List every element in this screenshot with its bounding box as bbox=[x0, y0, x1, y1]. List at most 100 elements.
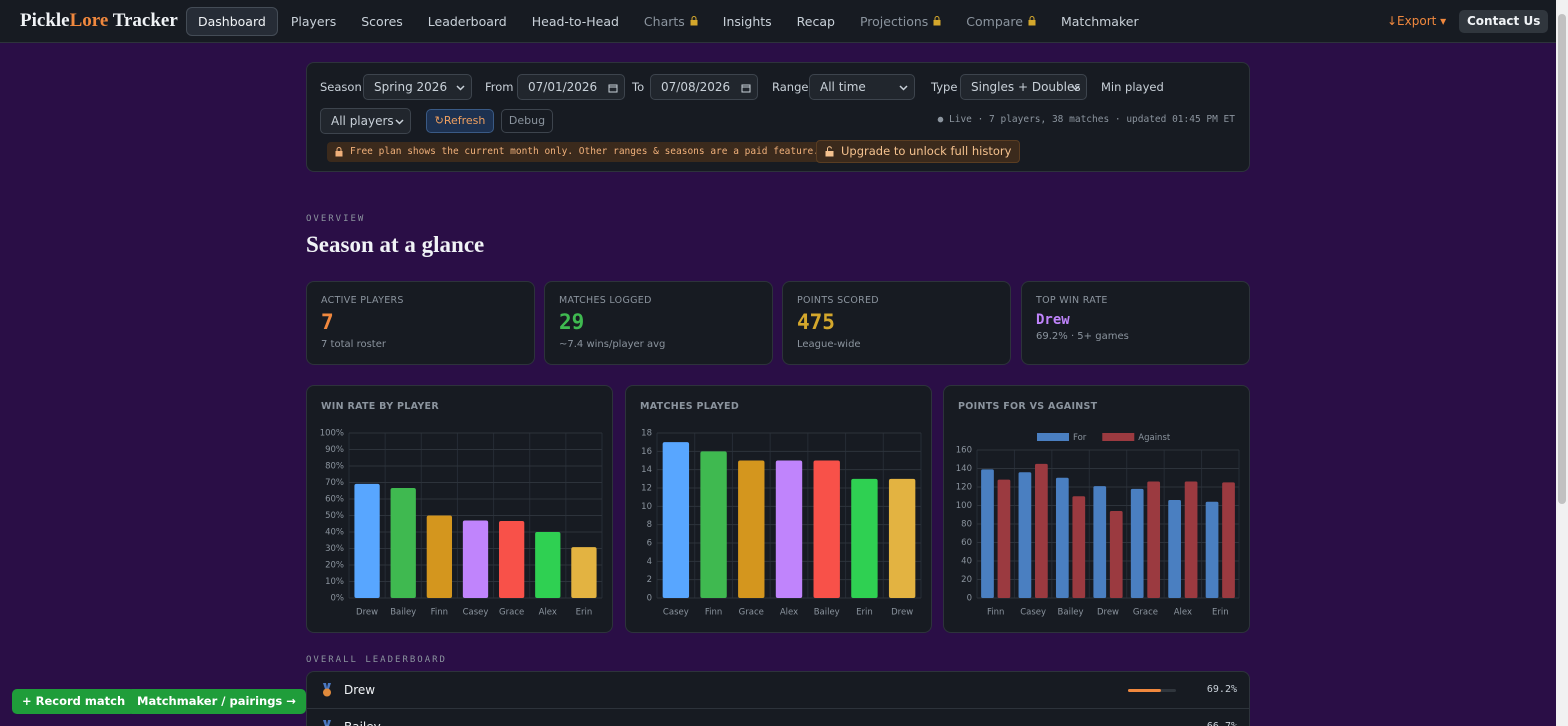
select-value: All time bbox=[820, 80, 866, 94]
nav-link[interactable]: Scores bbox=[349, 7, 415, 36]
nav-link[interactable]: Charts bbox=[632, 7, 710, 36]
chart-title: POINTS FOR VS AGAINST bbox=[958, 401, 1098, 412]
rate-label: 69.2% bbox=[1206, 684, 1237, 695]
calendar-icon bbox=[608, 84, 618, 93]
medal-icon bbox=[323, 683, 331, 697]
record-match-button[interactable]: + Record match bbox=[12, 689, 136, 714]
legend-swatch bbox=[1102, 433, 1135, 441]
bar bbox=[813, 460, 840, 598]
bar bbox=[1184, 481, 1198, 598]
unlock-icon bbox=[825, 146, 834, 157]
medal-ribbon bbox=[323, 720, 331, 726]
matchmaker-button[interactable]: Matchmaker / pairings → bbox=[127, 689, 306, 714]
stat-sub: 7 total roster bbox=[321, 339, 386, 350]
lock-shackle bbox=[934, 16, 940, 20]
debug-button[interactable]: Debug bbox=[501, 109, 553, 133]
section-eyebrow: OVERVIEW bbox=[306, 214, 366, 224]
chevron bbox=[456, 85, 465, 91]
stat-label: ACTIVE PLAYERS bbox=[321, 295, 404, 306]
chart: 0% 10% 20% 30% 40% 50% 60% 70% 80% 90% 100% Drew Bai… bbox=[320, 429, 603, 618]
calendar-icon bbox=[741, 84, 751, 93]
lock-icon bbox=[690, 16, 698, 26]
scrollbar bbox=[1556, 0, 1568, 726]
range-select[interactable]: All time bbox=[809, 74, 915, 100]
chart-title: WIN RATE BY PLAYER bbox=[321, 401, 439, 412]
to-date[interactable]: 07/08/2026 bbox=[650, 74, 758, 100]
from-date[interactable]: 07/01/2026 bbox=[517, 74, 625, 100]
bar bbox=[1035, 463, 1048, 598]
nav-link[interactable]: Dashboard bbox=[186, 6, 278, 36]
lock-body bbox=[690, 20, 698, 26]
select-value: Singles + Doubles bbox=[971, 80, 1081, 94]
y-tick-label: 10% bbox=[325, 577, 344, 587]
y-tick-label: 12 bbox=[641, 484, 652, 494]
nav-link[interactable]: Insights bbox=[711, 7, 784, 36]
select-value: Spring 2026 bbox=[374, 80, 448, 94]
y-tick-label: 70% bbox=[325, 478, 344, 488]
nav-link-text: Compare bbox=[966, 13, 1023, 29]
y-tick-label: 20% bbox=[325, 561, 344, 571]
nav-link[interactable]: Recap bbox=[785, 7, 847, 36]
medal-ribbon bbox=[323, 683, 331, 689]
x-tick-label: Alex bbox=[539, 608, 557, 618]
bar bbox=[1018, 472, 1032, 598]
select-value: All players bbox=[331, 114, 394, 128]
type-select[interactable]: Singles + Doubles bbox=[960, 74, 1087, 100]
nav-link-text: Charts bbox=[643, 13, 685, 29]
stat-value: 7 bbox=[321, 310, 334, 334]
status-text: ● Live · 7 players, 38 matches · updated… bbox=[937, 114, 1235, 125]
bar bbox=[700, 451, 727, 598]
x-tick-label: Bailey bbox=[390, 608, 416, 618]
export-button[interactable]: ↓Export ▾ bbox=[1387, 14, 1447, 28]
nav-link[interactable]: Leaderboard bbox=[416, 7, 519, 36]
nav-link[interactable]: Head-to-Head bbox=[520, 7, 631, 36]
leaderboard-row[interactable]: Drew 69.2% bbox=[307, 672, 1249, 709]
plan-notice: Free plan shows the current month only. … bbox=[327, 142, 827, 162]
brand[interactable]: PickleLore Tracker bbox=[20, 10, 186, 32]
brand-text: Pickle bbox=[20, 10, 70, 31]
contact-button[interactable]: Contact Us bbox=[1459, 10, 1549, 33]
upgrade-button[interactable]: Upgrade to unlock full history bbox=[816, 140, 1021, 163]
refresh-button[interactable]: ↻Refresh bbox=[426, 109, 494, 133]
bar bbox=[498, 520, 525, 598]
leaderboard-row[interactable]: Bailey 66.7% bbox=[307, 709, 1249, 726]
lock-icon bbox=[1028, 16, 1036, 26]
nav-link[interactable]: Players bbox=[279, 7, 348, 36]
y-tick-label: 14 bbox=[641, 465, 652, 475]
lock-shackle bbox=[1029, 16, 1035, 20]
player-name: Drew bbox=[344, 683, 376, 697]
y-tick-label: 100% bbox=[320, 429, 344, 439]
season-select[interactable]: Spring 2026 bbox=[363, 74, 472, 100]
nav-link[interactable]: Projections bbox=[848, 7, 953, 36]
y-tick-label: 50% bbox=[325, 511, 344, 521]
chevron bbox=[1071, 85, 1080, 91]
players-select[interactable]: All players bbox=[320, 108, 411, 134]
label: Type bbox=[931, 80, 958, 94]
chart-title: MATCHES PLAYED bbox=[640, 401, 740, 412]
x-tick-label: Erin bbox=[856, 608, 873, 618]
filter-panel: Season Spring 2026 From 07/01/2026 To 07… bbox=[306, 62, 1250, 172]
bar bbox=[354, 483, 380, 598]
scroll-thumb[interactable] bbox=[1558, 14, 1566, 504]
section-title: Season at a glance bbox=[306, 232, 485, 257]
y-tick-label: 0% bbox=[331, 594, 345, 604]
x-tick-label: Erin bbox=[576, 608, 593, 618]
y-tick-label: 0 bbox=[647, 594, 652, 604]
top-nav: PickleLore Tracker Dashboard Players Score… bbox=[0, 0, 1556, 43]
lock-body bbox=[933, 20, 941, 26]
stat-value: 475 bbox=[797, 310, 835, 334]
y-tick-label: 2 bbox=[647, 575, 652, 585]
stat-label: TOP WIN RATE bbox=[1036, 295, 1108, 306]
stat-card: POINTS SCORED 475 League-wide bbox=[782, 281, 1011, 365]
x-tick-label: Grace bbox=[1133, 608, 1158, 618]
bar bbox=[1093, 486, 1107, 598]
y-tick-label: 60 bbox=[961, 538, 972, 548]
bar bbox=[1072, 496, 1086, 598]
bar bbox=[888, 478, 916, 598]
nav-link[interactable]: Compare bbox=[954, 7, 1048, 36]
y-tick-label: 80 bbox=[961, 520, 972, 530]
chart-card: WIN RATE BY PLAYER 0% 10% 20% 30% 40% 50% 60% 70… bbox=[306, 385, 613, 633]
bar bbox=[426, 515, 453, 598]
nav-link[interactable]: Matchmaker bbox=[1049, 7, 1151, 36]
